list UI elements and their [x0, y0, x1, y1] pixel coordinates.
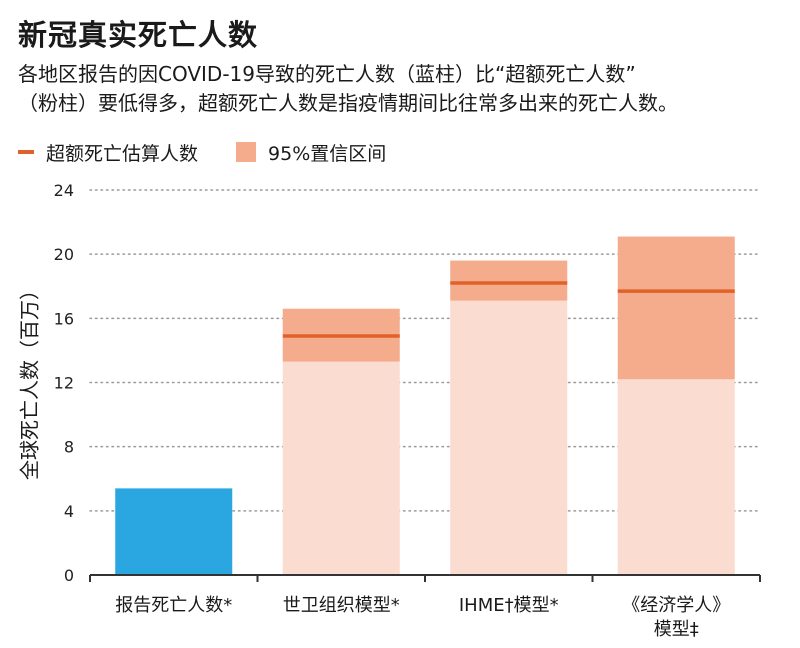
legend-estimate-swatch: [18, 150, 34, 154]
bar-excess-lower: [450, 300, 568, 575]
bar-reported: [115, 488, 233, 575]
subtitle-line-2: （粉柱）要低得多，超额死亡人数是指疫情期间比往常多出来的死亡人数。: [18, 91, 678, 115]
x-category-label: 《经济学人》模型‡: [622, 595, 731, 640]
legend-item-interval: 95%置信区间: [236, 139, 386, 166]
bar-excess-lower: [282, 361, 400, 575]
bar-excess-lower: [617, 379, 735, 575]
y-axis-label: 全球死亡人数（百万）: [17, 280, 42, 480]
legend-estimate-label: 超额死亡估算人数: [46, 142, 199, 165]
x-category-label: 世卫组织模型*: [282, 595, 400, 616]
chart-legend: 超额死亡估算人数 95%置信区间: [18, 139, 424, 166]
y-tick-label: 16: [54, 309, 74, 328]
y-tick-label: 24: [54, 181, 74, 200]
y-tick-label: 12: [54, 374, 74, 393]
x-category-label: 报告死亡人数*: [115, 595, 233, 616]
chart-subtitle: 各地区报告的因COVID-19导致的死亡人数（蓝柱）比“超额死亡人数” （粉柱）…: [18, 60, 788, 118]
bar-confidence-interval: [450, 260, 568, 301]
bar-confidence-interval: [617, 236, 735, 380]
chart-title: 新冠真实死亡人数: [18, 18, 259, 52]
subtitle-line-1: 各地区报告的因COVID-19导致的死亡人数（蓝柱）比“超额死亡人数”: [18, 62, 636, 86]
legend-interval-swatch: [236, 142, 257, 162]
y-tick-label: 8: [64, 438, 74, 457]
legend-item-estimate: 超额死亡估算人数: [18, 139, 198, 166]
x-category-label: IHME†模型*: [458, 595, 559, 616]
legend-interval-label: 95%置信区间: [268, 142, 387, 165]
y-tick-label: 0: [64, 566, 74, 585]
y-tick-label: 20: [54, 245, 74, 264]
y-tick-label: 4: [64, 502, 74, 521]
